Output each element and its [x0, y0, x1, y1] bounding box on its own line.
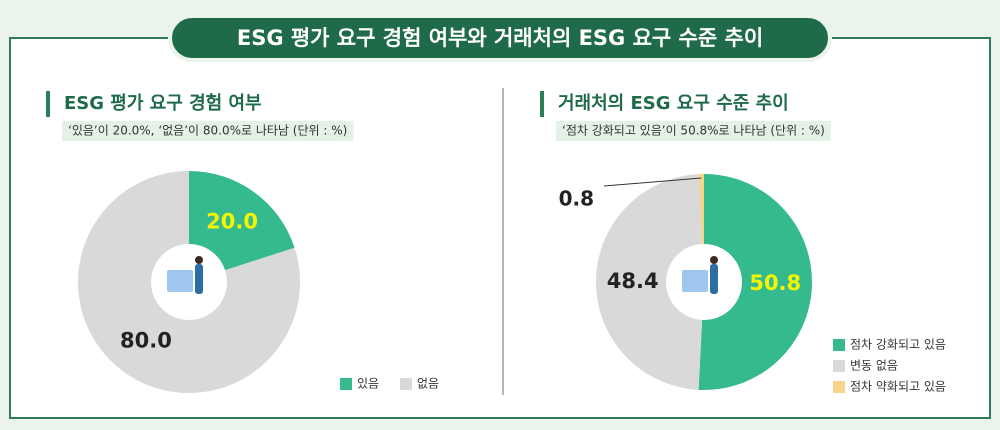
icon-shape — [710, 264, 718, 294]
data-label: 20.0 — [206, 210, 258, 234]
pie-slice — [698, 174, 813, 391]
data-label: 48.4 — [607, 269, 659, 293]
legend-swatch — [833, 381, 845, 393]
chart-subtitle: ‘있음’이 20.0%, ‘없음’이 80.0%로 나타남 (단위 : %) — [68, 124, 347, 138]
legend-label: 변동 없음 — [850, 359, 898, 373]
section-bar — [46, 91, 50, 117]
icon-shape — [167, 270, 193, 292]
icon-shape — [682, 270, 708, 292]
data-label: 50.8 — [749, 271, 801, 295]
data-label: 0.8 — [559, 187, 594, 211]
legend-swatch — [833, 360, 845, 372]
main-title: ESG 평가 요구 경험 여부와 거래처의 ESG 요구 수준 추이 — [237, 26, 763, 50]
pie-slice — [596, 174, 704, 390]
chart-title: 거래처의 ESG 요구 수준 추이 — [558, 93, 789, 114]
pie-slice — [189, 171, 295, 282]
leader-line — [603, 177, 702, 187]
legend-label: 점차 강화되고 있음 — [850, 338, 946, 352]
chart-title: ESG 평가 요구 경험 여부 — [64, 92, 262, 114]
subtitle-bg — [556, 121, 831, 141]
legend-label: 점차 약화되고 있음 — [850, 379, 946, 394]
data-label: 80.0 — [120, 328, 172, 352]
legend-swatch — [400, 378, 412, 390]
legend-label: 없음 — [417, 377, 439, 391]
legend-swatch — [833, 339, 845, 351]
legend-label: 있음 — [357, 377, 379, 391]
icon-shape — [195, 256, 203, 264]
subtitle-bg — [62, 121, 354, 141]
title-banner — [168, 14, 832, 62]
section-bar — [540, 91, 544, 117]
icon-shape — [195, 264, 203, 294]
chart-subtitle: ‘점차 강화되고 있음’이 50.8%로 나타남 (단위 : %) — [562, 124, 825, 138]
legend-swatch — [340, 378, 352, 390]
icon-shape — [710, 256, 718, 264]
